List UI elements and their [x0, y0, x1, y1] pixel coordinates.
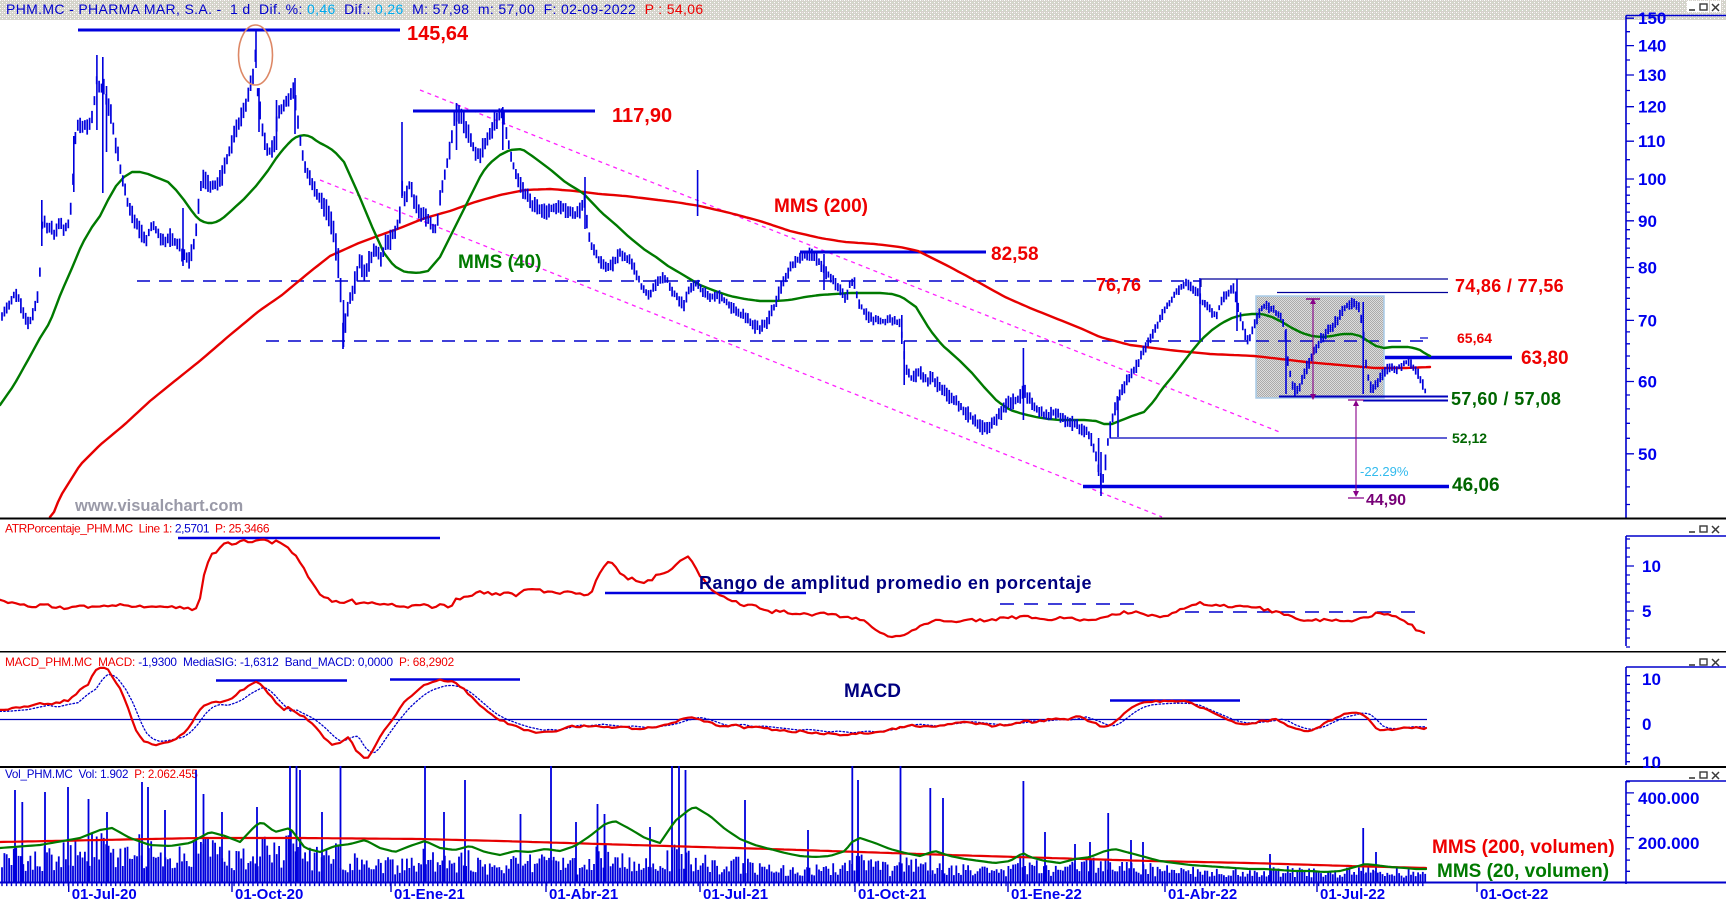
svg-text:80: 80 [1638, 258, 1657, 277]
svg-text:01-Jul-21: 01-Jul-21 [703, 886, 768, 902]
svg-text:10: 10 [1642, 670, 1661, 689]
svg-text:76,76: 76,76 [1096, 275, 1141, 295]
svg-text:ATRPorcentaje_PHM.MC Line 1:: ATRPorcentaje_PHM.MC Line 1: 2,5701 P: 2… [5, 522, 270, 536]
svg-text:60: 60 [1638, 373, 1657, 392]
svg-text:400.000: 400.000 [1638, 789, 1699, 808]
svg-text:145,64: 145,64 [407, 23, 469, 45]
svg-text:-22.29%: -22.29% [1360, 464, 1409, 479]
svg-text:PHM.MC - PHARMA MAR, S.A. - 1: PHM.MC - PHARMA MAR, S.A. - 1 d Dif. %: … [6, 1, 704, 17]
svg-text:MMS (200): MMS (200) [774, 196, 868, 217]
svg-text:MMS (200, volumen): MMS (200, volumen) [1432, 837, 1615, 858]
svg-text:MACD_PHM.MC MACD: -1,9300 Me: MACD_PHM.MC MACD: -1,9300 MediaSIG: -1,6… [5, 655, 454, 669]
svg-text:10: 10 [1642, 753, 1661, 772]
svg-text:50: 50 [1638, 445, 1657, 464]
svg-text:10: 10 [1642, 557, 1661, 576]
svg-text:82,58: 82,58 [991, 244, 1039, 265]
svg-text:63,80: 63,80 [1521, 348, 1569, 369]
svg-text:01-Oct-20: 01-Oct-20 [235, 886, 303, 902]
svg-text:01-Jul-22: 01-Jul-22 [1320, 886, 1385, 902]
svg-text:Vol_PHM.MC Vol: 1.902 P: 2.0: Vol_PHM.MC Vol: 1.902 P: 2.062.455 [5, 768, 198, 781]
svg-text:www.visualchart.com: www.visualchart.com [74, 497, 243, 515]
svg-text:01-Jul-20: 01-Jul-20 [72, 886, 137, 902]
svg-text:01-Abr-21: 01-Abr-21 [549, 886, 618, 902]
svg-text:130: 130 [1638, 66, 1666, 85]
svg-text:5: 5 [1642, 602, 1651, 621]
svg-text:52,12: 52,12 [1452, 430, 1487, 446]
svg-text:110: 110 [1638, 132, 1665, 151]
svg-text:0: 0 [1642, 715, 1651, 734]
svg-text:117,90: 117,90 [612, 105, 672, 127]
svg-text:120: 120 [1638, 98, 1666, 117]
svg-text:57,60 / 57,08: 57,60 / 57,08 [1451, 389, 1561, 409]
svg-text:01-Abr-22: 01-Abr-22 [1168, 886, 1237, 902]
svg-text:01-Ene-22: 01-Ene-22 [1011, 886, 1082, 902]
svg-text:65,64: 65,64 [1457, 330, 1492, 346]
svg-text:01-Oct-21: 01-Oct-21 [858, 886, 926, 902]
svg-text:01-Ene-21: 01-Ene-21 [394, 886, 465, 902]
svg-text:Rango de amplitud promedio en: Rango de amplitud promedio en porcentaje [699, 573, 1092, 593]
svg-text:70: 70 [1638, 311, 1657, 330]
svg-text:46,06: 46,06 [1452, 475, 1500, 496]
svg-text:150: 150 [1638, 9, 1666, 28]
svg-text:MMS (40): MMS (40) [458, 252, 541, 273]
svg-text:74,86 / 77,56: 74,86 / 77,56 [1455, 276, 1564, 296]
svg-text:01-Oct-22: 01-Oct-22 [1480, 886, 1548, 902]
svg-text:100: 100 [1638, 170, 1666, 189]
svg-text:44,90: 44,90 [1366, 492, 1406, 509]
svg-text:MMS (20, volumen): MMS (20, volumen) [1437, 861, 1609, 882]
svg-text:140: 140 [1638, 37, 1666, 56]
svg-text:200.000: 200.000 [1638, 834, 1699, 853]
svg-text:MACD: MACD [844, 681, 901, 702]
svg-text:90: 90 [1638, 212, 1657, 231]
